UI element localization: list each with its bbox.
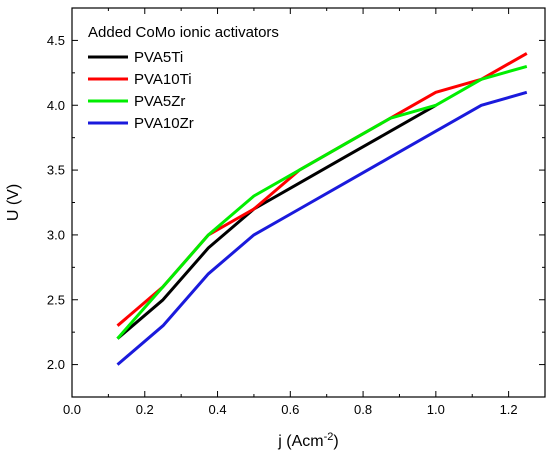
x-tick-label: 0.0	[63, 402, 81, 417]
series-line	[116, 90, 528, 366]
series-layer	[116, 52, 528, 366]
x-axis-title-main: j (Acm	[277, 433, 323, 450]
x-tick-label: 0.8	[354, 402, 372, 417]
y-tick-label: 3.5	[47, 163, 65, 178]
legend-label: PVA5Zr	[134, 93, 185, 110]
legend-label: PVA10Ti	[134, 71, 192, 88]
x-tick-label: 0.2	[136, 402, 154, 417]
y-tick-label: 2.5	[47, 292, 65, 307]
legend-title: Added CoMo ionic activators	[88, 24, 279, 41]
x-axis-title-close: )	[333, 433, 338, 450]
x-axis-title-superscript: -2	[324, 431, 334, 443]
legend: Added CoMo ionic activators PVA5Ti PVA10T…	[88, 24, 279, 132]
legend-label: PVA5Ti	[134, 49, 183, 66]
legend-label: PVA10Zr	[134, 115, 194, 132]
series-line	[116, 103, 437, 340]
y-axis-title: U (V)	[5, 184, 22, 221]
legend-items: PVA5Ti PVA10Ti PVA5Zr PVA10Zr	[88, 49, 194, 132]
ticks-layer: 0.0 0.2 0.4 0.6 0.8 1.0 1.2 2.0 2.5 3.0 3.5 4.0 4.5	[47, 8, 545, 417]
y-tick-label: 4.0	[47, 98, 65, 113]
y-tick-label: 3.0	[47, 227, 65, 242]
x-tick-label: 0.6	[281, 402, 299, 417]
x-axis-title: j (Acm-2)	[277, 431, 338, 450]
y-tick-label: 4.5	[47, 33, 65, 48]
series-line	[116, 64, 528, 340]
y-tick-label: 2.0	[47, 357, 65, 372]
x-tick-label: 1.2	[500, 402, 518, 417]
x-tick-label: 1.0	[427, 402, 445, 417]
x-tick-label: 0.4	[208, 402, 226, 417]
